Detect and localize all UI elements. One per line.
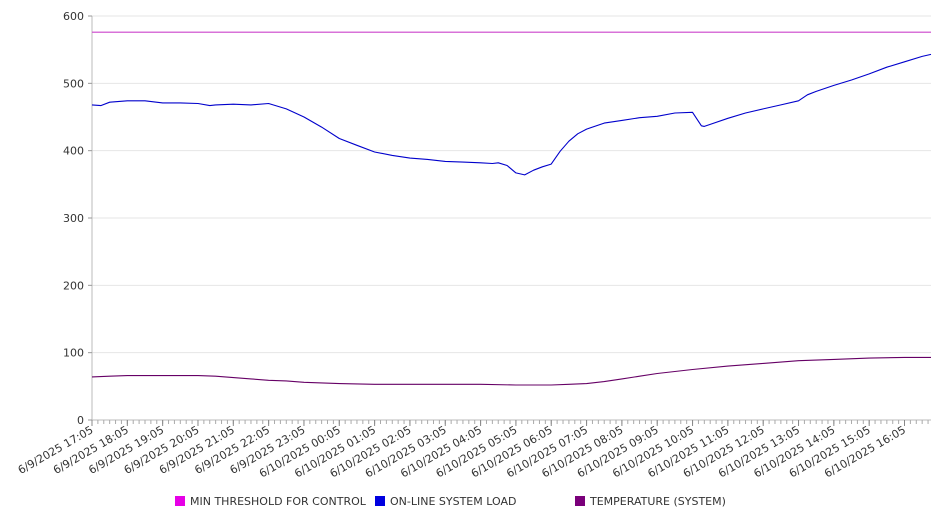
series-lines [91, 31, 932, 386]
legend-swatch [175, 496, 185, 506]
series-line-2 [91, 53, 932, 176]
x-axis-ticks: 6/9/2025 17:056/9/2025 18:056/9/2025 19:… [16, 420, 929, 480]
y-tick-label: 200 [63, 279, 84, 292]
y-tick-label: 0 [77, 414, 84, 427]
y-axis-ticks: 0 100 200 300 400 500 600 [63, 10, 92, 427]
legend-label: TEMPERATURE (SYSTEM) [589, 495, 726, 508]
legend-label: MIN THRESHOLD FOR CONTROL [190, 495, 367, 508]
legend-swatch [575, 496, 585, 506]
series-line-3 [91, 356, 931, 386]
y-tick-label: 500 [63, 77, 84, 90]
y-tick-label: 400 [63, 145, 84, 158]
y-tick-label: 600 [63, 10, 84, 23]
y-tick-label: 300 [63, 212, 84, 225]
legend-swatch [375, 496, 385, 506]
gridlines [92, 15, 931, 354]
legend: MIN THRESHOLD FOR CONTROL ON-LINE SYSTEM … [175, 495, 726, 508]
legend-label: ON-LINE SYSTEM LOAD [390, 495, 516, 508]
y-tick-label: 100 [63, 347, 84, 360]
